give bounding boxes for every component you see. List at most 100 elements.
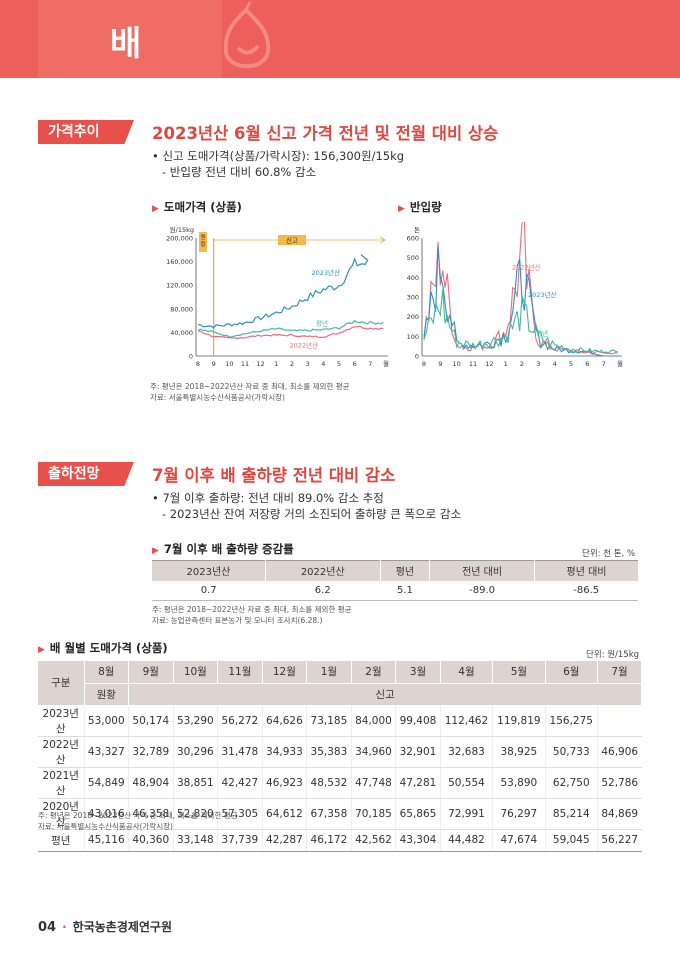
shingo-label: 신고	[286, 236, 298, 245]
series-line-2023년산	[198, 254, 369, 329]
table-cell: 52,786	[597, 767, 642, 799]
x-tick-label: 9	[438, 360, 442, 368]
bullet-shipment: • 7월 이후 출하량: 전년 대비 89.0% 감소 추정	[152, 491, 384, 505]
y-tick-label: 40,000	[170, 329, 193, 337]
table2-title-text: 배 월별 도매가격 (상품)	[49, 641, 168, 655]
source-line: 자료: 서울특별시농수산식품공사(가락시장)	[150, 393, 285, 402]
table-cell: 48,532	[306, 767, 352, 799]
header-tab	[38, 0, 222, 78]
series-label: 2023년산	[311, 268, 340, 277]
table-cell: 34,933	[262, 736, 308, 768]
x-tick-label: 11	[469, 360, 477, 368]
table-cell: 99,408	[395, 705, 441, 737]
table-cell: 32,683	[440, 736, 494, 768]
table-cell: 5.1	[380, 580, 430, 601]
wonhwang-label-1: 원	[200, 233, 205, 241]
x-tick-label: 6	[585, 360, 589, 368]
x-tick-label: 10	[453, 360, 461, 368]
table-cell: 53,890	[492, 767, 546, 799]
series-label: 평년	[316, 318, 328, 327]
month-header: 5월	[492, 661, 546, 684]
table-cell: 38,851	[173, 767, 219, 799]
y-tick-label: 600	[407, 235, 419, 243]
section-tag-price: 가격추이	[38, 120, 134, 144]
table-cell: 72,991	[440, 798, 494, 830]
series-line-평년	[197, 319, 384, 338]
x-tick-label: 2	[520, 360, 524, 368]
series-line-평년	[423, 289, 619, 355]
bullet-price: • 신고 도매가격(상품/가락시장): 156,300원/15kg	[152, 149, 405, 163]
table-cell: 59,045	[545, 829, 598, 852]
table-cell: 119,819	[492, 705, 546, 737]
table-cell: 56,227	[597, 829, 642, 852]
month-header: 4월	[440, 661, 494, 684]
table-cell: 50,554	[440, 767, 494, 799]
table-row: 2020년산 43,016 46,358 52,820 57,305 64,612 67,3…	[38, 798, 642, 830]
y-tick-label: 200,000	[166, 235, 193, 243]
note-line: 주: 평년은 2018~2022년산 가격 중 최대, 최소를 제외한 평균	[38, 811, 238, 820]
x-tick-label: 1	[504, 360, 508, 368]
wonhwang-label-bg	[199, 232, 207, 252]
x-tick-label: 4	[321, 360, 325, 368]
variety-header: 원황	[84, 683, 130, 706]
table-cell: 46,358	[128, 798, 174, 830]
table-cell: 57,305	[217, 798, 263, 830]
table-cell: 76,297	[492, 798, 546, 830]
page-header: 배	[0, 0, 680, 78]
x-tick-label: 3	[536, 360, 540, 368]
x-tick-label: 2	[290, 360, 294, 368]
table-cell: 53,000	[84, 705, 130, 737]
series-label: 2023년산	[528, 290, 557, 299]
row-label: 2023년산	[38, 705, 85, 737]
table-cell: 50,174	[128, 705, 174, 737]
table-cell: 84,869	[597, 798, 642, 830]
table1-title-text: 7월 이후 배 출하량 증감률	[163, 542, 294, 556]
chart1-title-text: 도매가격 (상품)	[163, 200, 242, 214]
table-cell: 34,960	[351, 736, 397, 768]
table-cell: 64,626	[262, 705, 308, 737]
table-cell: 42,287	[262, 829, 308, 852]
chart2-title-text: 반입량	[409, 200, 442, 214]
table-cell: 47,748	[351, 767, 397, 799]
series-label: 2022년산	[512, 262, 541, 271]
table-cell: -86.5	[534, 580, 638, 601]
series-label: 평년	[536, 328, 548, 337]
x-tick-label: 5	[337, 360, 341, 368]
note-line: 주: 평년은 2018~2022년산 자료 중 최대, 최소를 제외한 평균	[150, 382, 350, 391]
y-tick-label: 500	[407, 254, 419, 262]
table-row: 2023년산 53,000 50,174 53,290 56,272 64,626 73,1…	[38, 705, 642, 737]
table-cell: 48,904	[128, 767, 174, 799]
table-cell: 32,789	[128, 736, 174, 768]
section-title-outlook: 7월 이후 배 출하량 전년 대비 감소	[152, 466, 396, 485]
month-header: 11월	[217, 661, 263, 684]
table-header: 2023년산	[152, 560, 266, 581]
table-cell: 38,925	[492, 736, 546, 768]
bullet-storage: - 2023년산 잔여 저장량 거의 소진되어 출하량 큰 폭으로 감소	[162, 507, 462, 521]
table-cell: 112,462	[440, 705, 494, 737]
table-cell: 43,327	[84, 736, 130, 768]
y-axis-unit: 톤	[414, 226, 420, 234]
x-tick-label: 11	[241, 360, 249, 368]
table-cell: 33,148	[173, 829, 219, 852]
section-title-price: 2023년산 6월 신고 가격 전년 및 전월 대비 상승	[152, 124, 499, 143]
table-cell: 85,214	[545, 798, 598, 830]
table2-title: ▶ 배 월별 도매가격 (상품)	[38, 640, 168, 656]
table-cell: 53,290	[173, 705, 219, 737]
chart2-title: ▶ 반입량	[398, 199, 442, 215]
x-tick-label: 3	[306, 360, 310, 368]
triangle-icon: ▶	[398, 204, 405, 214]
x-tick-label: 12	[485, 360, 493, 368]
row-label: 2021년산	[38, 767, 85, 799]
row-label: 2022년산	[38, 736, 85, 768]
variety-header: 신고	[128, 683, 642, 706]
table-cell: 54,849	[84, 767, 130, 799]
table1-title: ▶ 7월 이후 배 출하량 증감률	[152, 541, 294, 557]
table-row: 2021년산 54,849 48,904 38,851 42,427 46,923 48,5…	[38, 767, 642, 799]
table-cell: 44,482	[440, 829, 494, 852]
table-cell: 32,901	[395, 736, 441, 768]
table-cell: 50,733	[545, 736, 598, 768]
shingo-label-bg	[278, 235, 306, 245]
table-row: 2022년산 43,327 32,789 30,296 31,478 34,933 35,3…	[38, 736, 642, 768]
corner-header: 구분	[38, 661, 85, 706]
